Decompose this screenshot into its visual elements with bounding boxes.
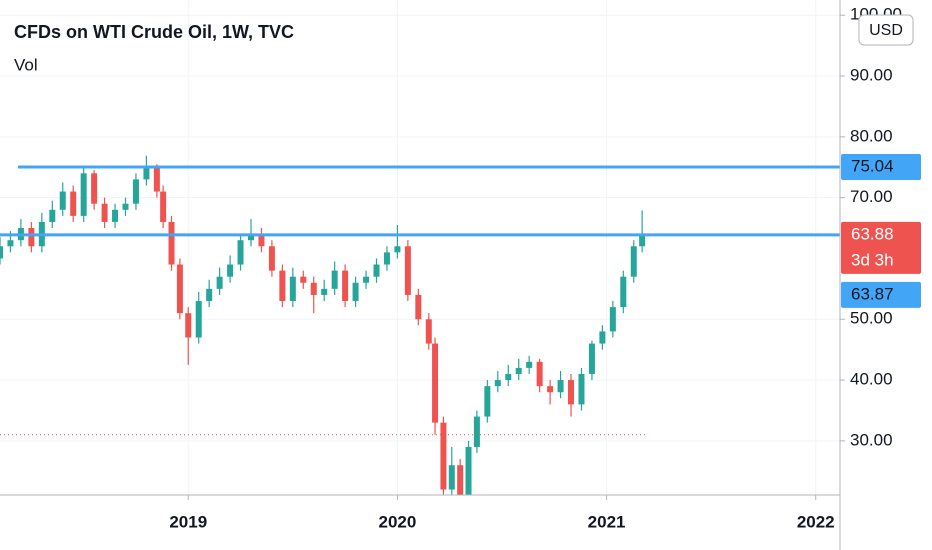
candle-body	[425, 319, 432, 344]
candle-body	[383, 252, 390, 265]
y-tick-label: 80.00	[850, 126, 893, 145]
last-price-label: 63.88	[851, 224, 894, 243]
plot-area	[0, 155, 840, 495]
candle-body	[28, 228, 35, 247]
candle-body	[132, 179, 139, 204]
y-tick-label: 50.00	[850, 309, 893, 328]
candle-body	[620, 276, 627, 308]
candle-body	[122, 203, 129, 210]
candle-body	[473, 416, 480, 447]
candle-body	[0, 246, 3, 259]
candle-body	[373, 264, 380, 277]
candle-body	[609, 307, 616, 332]
candle-body	[300, 276, 307, 283]
candle-body	[639, 234, 646, 247]
candle-body	[70, 191, 77, 216]
chart-title: CFDs on WTI Crude Oil, 1W, TVC	[14, 22, 294, 42]
candle-body	[363, 276, 370, 283]
candle-body	[289, 276, 296, 302]
candle-body	[588, 343, 595, 374]
candle-body	[448, 465, 455, 490]
candle-body	[494, 380, 501, 387]
countdown-label: 3d 3h	[851, 250, 894, 269]
candle-body	[49, 209, 56, 222]
candle-body	[7, 240, 14, 247]
candle-body	[457, 465, 464, 495]
candle-body	[630, 246, 637, 277]
candle-body	[185, 313, 192, 338]
candle-body	[568, 380, 575, 405]
candle-body	[143, 167, 150, 180]
candle-body	[279, 270, 286, 302]
candle-body	[216, 276, 223, 289]
indicator-label: Vol	[14, 55, 38, 74]
candle-body	[112, 209, 119, 222]
price-label: 75.04	[851, 156, 894, 175]
candle-body	[195, 301, 202, 338]
candle-body	[247, 234, 254, 241]
candle-body	[394, 246, 401, 253]
candle-body	[321, 288, 328, 295]
price-label-box	[841, 153, 921, 180]
candle-body	[268, 246, 275, 271]
candle-body	[101, 203, 108, 222]
candle-body	[599, 331, 606, 344]
price-label-box	[841, 281, 921, 308]
candle-body	[342, 270, 349, 302]
y-tick-label: 90.00	[850, 65, 893, 84]
candle-body	[557, 380, 564, 393]
x-tick-label: 2021	[588, 512, 626, 531]
x-tick-label: 2019	[169, 512, 207, 531]
candle-body	[404, 246, 411, 295]
candle-body	[515, 367, 522, 374]
candle-body	[331, 270, 338, 289]
currency-label[interactable]: USD	[869, 22, 903, 39]
price-label: 63.87	[851, 284, 894, 303]
candle-body	[505, 373, 512, 381]
candle-body	[547, 386, 554, 393]
axes: 30.0040.0050.0070.0080.0090.00100.002019…	[169, 5, 921, 531]
candle-body	[153, 167, 160, 192]
y-tick-label: 70.00	[850, 187, 893, 206]
candle-body	[237, 240, 244, 265]
candle-body	[536, 361, 543, 387]
candle-body	[160, 191, 167, 222]
last-price-box	[841, 221, 921, 274]
x-tick-label: 2022	[797, 512, 835, 531]
candle-body	[80, 173, 87, 216]
candle-body	[227, 264, 234, 277]
candle-body	[91, 173, 98, 204]
candle-body	[59, 191, 66, 210]
x-tick-label: 2020	[378, 512, 416, 531]
candle-body	[484, 386, 491, 417]
candle-body	[310, 282, 317, 295]
currency-button[interactable]	[858, 14, 914, 46]
candle-body	[168, 221, 175, 265]
candle-body	[206, 288, 213, 302]
y-tick-label: 30.00	[850, 430, 893, 449]
candle-body	[526, 361, 533, 368]
y-tick-label: 40.00	[850, 370, 893, 389]
candle-body	[578, 373, 585, 405]
candle-body	[432, 343, 439, 423]
candle-body	[415, 294, 422, 320]
candle-body	[465, 446, 472, 495]
candle-body	[352, 282, 359, 302]
candle-body	[258, 234, 265, 247]
candle-body	[440, 422, 447, 490]
candle-body	[176, 264, 183, 314]
